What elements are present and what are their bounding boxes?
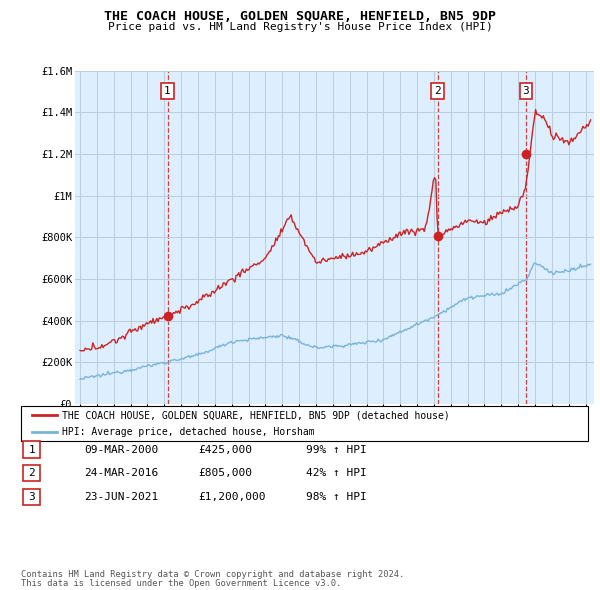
Text: 24-MAR-2016: 24-MAR-2016 — [84, 468, 158, 478]
Text: THE COACH HOUSE, GOLDEN SQUARE, HENFIELD, BN5 9DP (detached house): THE COACH HOUSE, GOLDEN SQUARE, HENFIELD… — [62, 411, 449, 421]
Text: £425,000: £425,000 — [198, 445, 252, 454]
Text: 2: 2 — [434, 86, 441, 96]
Text: 2: 2 — [28, 468, 35, 478]
Text: 09-MAR-2000: 09-MAR-2000 — [84, 445, 158, 454]
Text: This data is licensed under the Open Government Licence v3.0.: This data is licensed under the Open Gov… — [21, 579, 341, 588]
Text: 3: 3 — [523, 86, 529, 96]
Text: 1: 1 — [28, 445, 35, 454]
Text: 42% ↑ HPI: 42% ↑ HPI — [306, 468, 367, 478]
Text: HPI: Average price, detached house, Horsham: HPI: Average price, detached house, Hors… — [62, 428, 314, 437]
Text: Price paid vs. HM Land Registry's House Price Index (HPI): Price paid vs. HM Land Registry's House … — [107, 22, 493, 32]
Text: 99% ↑ HPI: 99% ↑ HPI — [306, 445, 367, 454]
Text: 3: 3 — [28, 492, 35, 502]
Text: £805,000: £805,000 — [198, 468, 252, 478]
Text: 23-JUN-2021: 23-JUN-2021 — [84, 492, 158, 502]
Text: THE COACH HOUSE, GOLDEN SQUARE, HENFIELD, BN5 9DP: THE COACH HOUSE, GOLDEN SQUARE, HENFIELD… — [104, 10, 496, 23]
Text: 98% ↑ HPI: 98% ↑ HPI — [306, 492, 367, 502]
Text: 1: 1 — [164, 86, 171, 96]
Text: Contains HM Land Registry data © Crown copyright and database right 2024.: Contains HM Land Registry data © Crown c… — [21, 570, 404, 579]
Text: £1,200,000: £1,200,000 — [198, 492, 265, 502]
